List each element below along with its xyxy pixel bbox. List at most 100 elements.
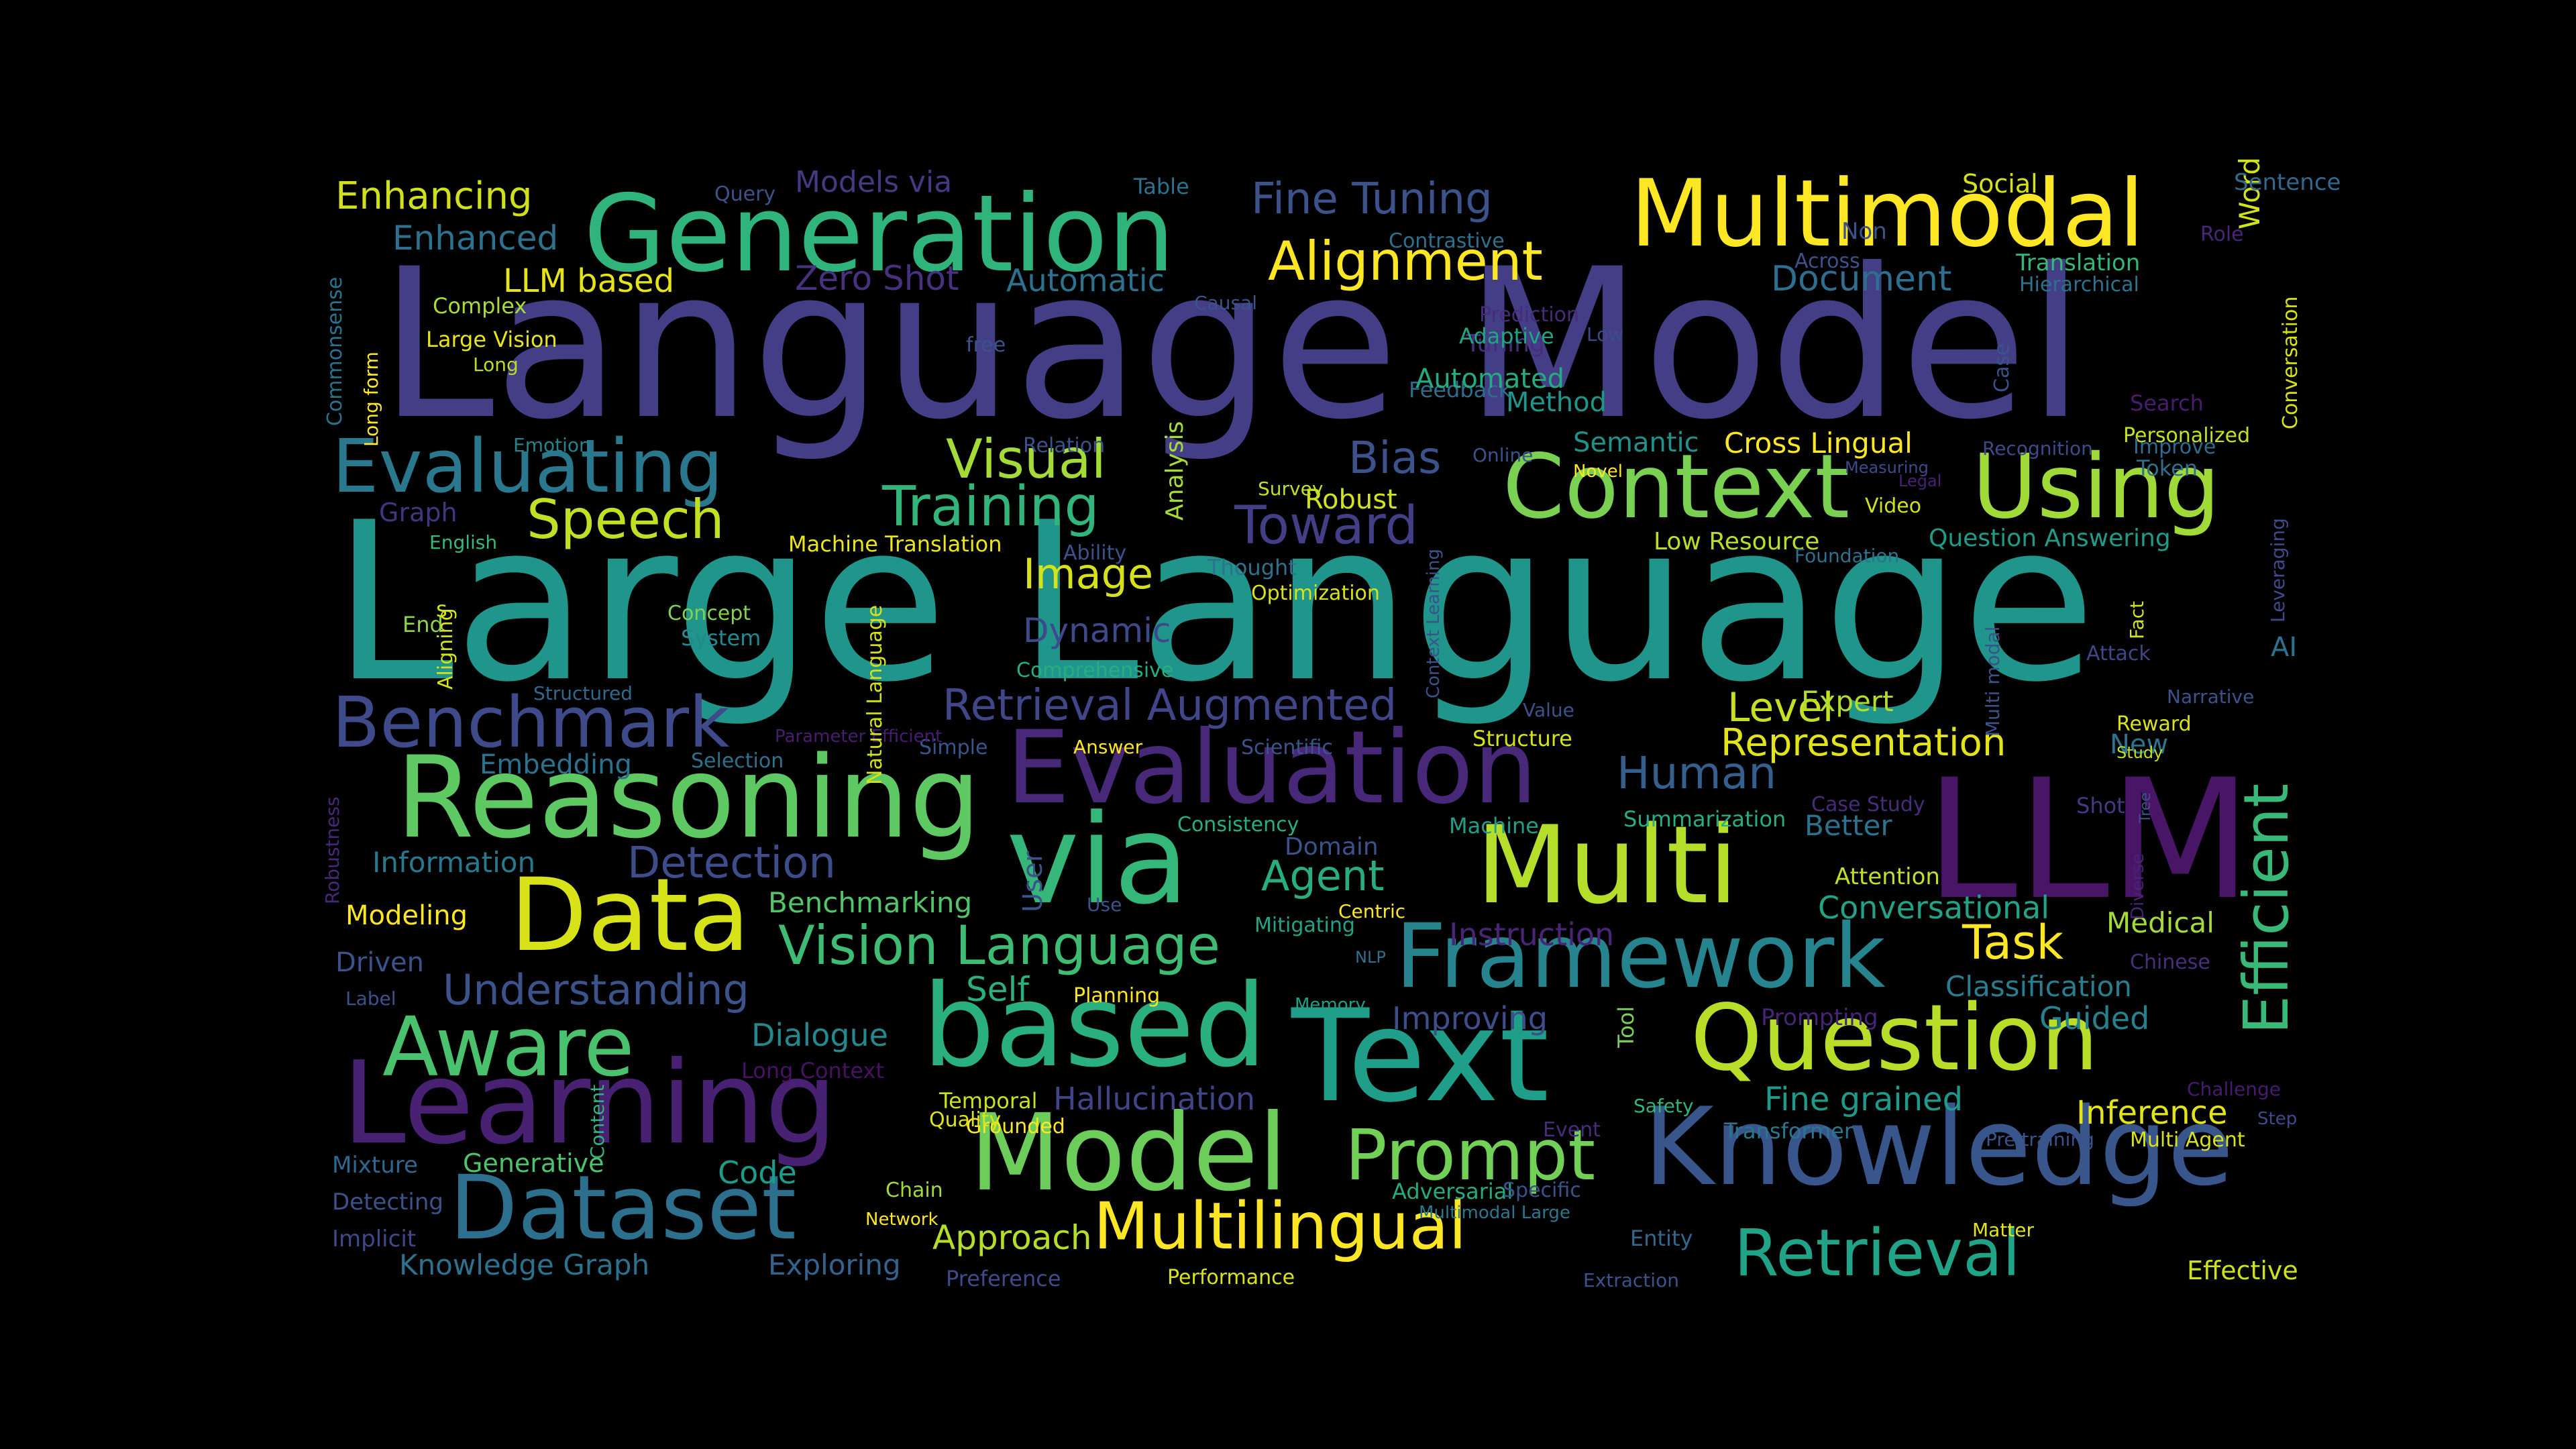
word-level: Level bbox=[1727, 684, 1834, 731]
word-social: Social bbox=[1962, 169, 2038, 199]
word-machine-translation: Machine Translation bbox=[788, 531, 1002, 557]
word-preference: Preference bbox=[946, 1266, 1061, 1291]
word-enhancing: Enhancing bbox=[335, 174, 533, 218]
word-robust: Robust bbox=[1305, 484, 1397, 515]
word-feedback: Feedback bbox=[1409, 377, 1511, 402]
word-conversational: Conversational bbox=[1818, 890, 2050, 926]
word-driven: Driven bbox=[335, 947, 424, 978]
word-language-model: Language Model bbox=[379, 224, 2085, 465]
word-memory: Memory bbox=[1295, 995, 1366, 1015]
word-visual: Visual bbox=[946, 428, 1106, 490]
word-exploring: Exploring bbox=[768, 1248, 901, 1281]
word-new: New bbox=[2110, 729, 2169, 760]
word-effective: Effective bbox=[2187, 1256, 2298, 1285]
word-multilingual: Multilingual bbox=[1093, 1189, 1467, 1264]
word-method: Method bbox=[1506, 387, 1607, 418]
word-tree: Tree bbox=[2137, 792, 2154, 823]
word-mixture: Mixture bbox=[332, 1152, 418, 1179]
word-attack: Attack bbox=[2086, 642, 2151, 665]
word-performance: Performance bbox=[1167, 1266, 1295, 1289]
word-selection: Selection bbox=[691, 749, 784, 773]
word-planning: Planning bbox=[1073, 984, 1161, 1008]
word-automatic: Automatic bbox=[1006, 262, 1165, 299]
word-reward: Reward bbox=[2116, 712, 2192, 736]
word-human: Human bbox=[1617, 747, 1777, 799]
word-nlp: NLP bbox=[1355, 948, 1386, 967]
word-search: Search bbox=[2130, 390, 2204, 416]
word-foundation: Foundation bbox=[1794, 545, 1900, 567]
word-adversarial: Adversarial bbox=[1392, 1179, 1513, 1204]
word-centric: Centric bbox=[1338, 900, 1406, 922]
word-specific: Specific bbox=[1503, 1179, 1581, 1202]
word-challenge: Challenge bbox=[2187, 1078, 2281, 1100]
word-implicit: Implicit bbox=[332, 1226, 417, 1252]
word-structured: Structured bbox=[533, 682, 633, 704]
word-large-vision: Large Vision bbox=[426, 327, 557, 352]
word-across: Across bbox=[1794, 250, 1860, 273]
word-long: Long bbox=[473, 354, 519, 376]
word-expert: Expert bbox=[1801, 685, 1894, 718]
word-understanding: Understanding bbox=[443, 965, 749, 1014]
word-consistency: Consistency bbox=[1177, 813, 1299, 837]
word-commonsense: Commonsense bbox=[323, 276, 347, 426]
word-detection: Detection bbox=[627, 839, 836, 888]
word-ability: Ability bbox=[1063, 541, 1127, 565]
word-dataset: Dataset bbox=[449, 1157, 796, 1260]
word-llm: LLM bbox=[1925, 745, 2252, 936]
word-self: Self bbox=[966, 970, 1029, 1009]
word-benchmark: Benchmark bbox=[332, 682, 730, 763]
word-grounded: Grounded bbox=[966, 1115, 1065, 1138]
word-benchmarking: Benchmarking bbox=[768, 886, 973, 919]
word-training: Training bbox=[882, 475, 1099, 539]
word-context: Context bbox=[1503, 435, 1850, 539]
word-thought: Thought bbox=[1208, 555, 1297, 580]
word-adaptive: Adaptive bbox=[1459, 323, 1554, 349]
word-long-form: Long form bbox=[360, 352, 382, 447]
word-text: Text bbox=[1291, 982, 1550, 1130]
word-retrieval-augmented: Retrieval Augmented bbox=[943, 681, 1397, 731]
word-domain: Domain bbox=[1285, 833, 1379, 861]
word-s: s bbox=[436, 596, 447, 622]
word-agent: Agent bbox=[1261, 851, 1385, 900]
word-hierarchical: Hierarchical bbox=[2019, 273, 2139, 297]
word-end: End bbox=[402, 612, 443, 637]
word-complex: Complex bbox=[433, 293, 527, 319]
word-representation: Representation bbox=[1721, 721, 2006, 765]
word-emotion: Emotion bbox=[513, 434, 591, 456]
word-english: English bbox=[429, 531, 498, 553]
word-efficient: Efficient bbox=[2231, 783, 2302, 1034]
word-fine-tuning: Fine Tuning bbox=[1251, 174, 1493, 224]
word-safety: Safety bbox=[1633, 1095, 1694, 1117]
word-analysis: Analysis bbox=[1161, 421, 1189, 521]
word-online: Online bbox=[1472, 444, 1534, 466]
word-task: Task bbox=[1962, 915, 2064, 970]
word-temporal: Temporal bbox=[939, 1088, 1038, 1114]
word-document: Document bbox=[1771, 259, 1952, 299]
word-chinese: Chinese bbox=[2130, 951, 2210, 974]
word-system: System bbox=[681, 625, 761, 651]
word-natural-language: Natural Language bbox=[863, 604, 887, 785]
word-medical: Medical bbox=[2106, 906, 2214, 939]
word-model: Model bbox=[969, 1091, 1288, 1215]
word-better: Better bbox=[1805, 809, 1892, 842]
word-llm-based: LLM based bbox=[503, 262, 675, 300]
word-multimodal-large: Multimodal Large bbox=[1419, 1203, 1570, 1223]
word-structure: Structure bbox=[1472, 726, 1572, 751]
word-multi-agent: Multi Agent bbox=[2130, 1128, 2245, 1152]
word-role: Role bbox=[2200, 223, 2244, 246]
word-models-via: Models via bbox=[795, 165, 953, 199]
word-code: Code bbox=[718, 1155, 797, 1191]
word-conversation: Conversation bbox=[2279, 296, 2302, 429]
word-context-learning: Context Learning bbox=[1424, 549, 1444, 698]
word-token: Token bbox=[2137, 455, 2198, 481]
word-automated: Automated bbox=[1415, 364, 1565, 394]
word-generative: Generative bbox=[463, 1148, 604, 1178]
word-prediction: Prediction bbox=[1479, 303, 1580, 327]
word-value: Value bbox=[1523, 699, 1574, 721]
word-improving: Improving bbox=[1392, 1000, 1548, 1036]
word-detecting: Detecting bbox=[332, 1189, 443, 1216]
word-improve: Improve bbox=[2133, 435, 2216, 459]
word-inference: Inference bbox=[2076, 1094, 2228, 1132]
word-transformer: Transformer bbox=[1724, 1118, 1854, 1144]
